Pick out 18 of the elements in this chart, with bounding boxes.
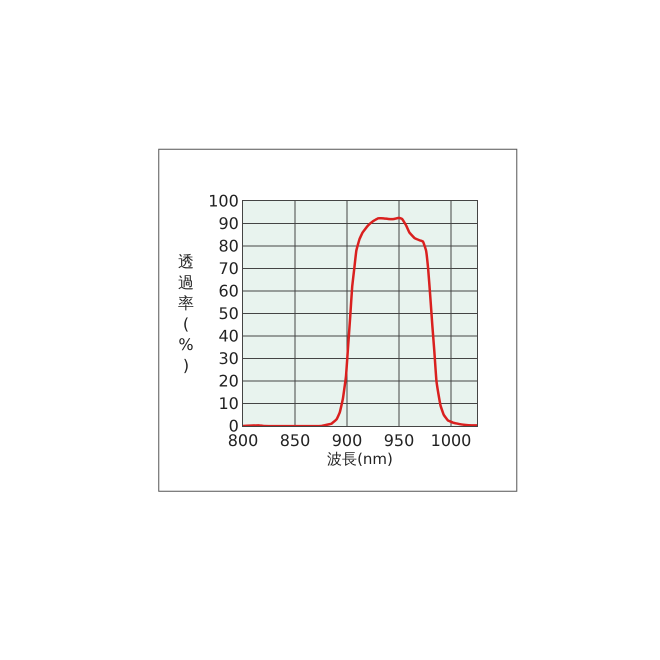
- x-tick-label: 850: [280, 431, 310, 450]
- y-tick-label: 80: [218, 236, 239, 256]
- y-tick-label: 90: [218, 214, 239, 234]
- y-axis-title: 透過率(%): [178, 252, 194, 375]
- line-series: [243, 216, 477, 426]
- x-tick-label: 950: [384, 431, 414, 450]
- y-tick-label: 50: [218, 304, 239, 324]
- y-tick-label: 30: [218, 349, 239, 368]
- y-tick-label: 100: [208, 192, 239, 211]
- y-tick-label: 10: [218, 394, 239, 414]
- x-tick-label: 900: [332, 431, 362, 450]
- x-tick-label: 1000: [430, 431, 472, 450]
- x-axis-title: 波長(nm): [327, 450, 393, 468]
- y-tick-label: 40: [218, 326, 239, 346]
- y-tick-label: 70: [218, 259, 239, 278]
- y-tick-label: 60: [218, 282, 239, 301]
- x-tick-label: 800: [228, 431, 258, 450]
- y-tick-label: 20: [218, 372, 239, 391]
